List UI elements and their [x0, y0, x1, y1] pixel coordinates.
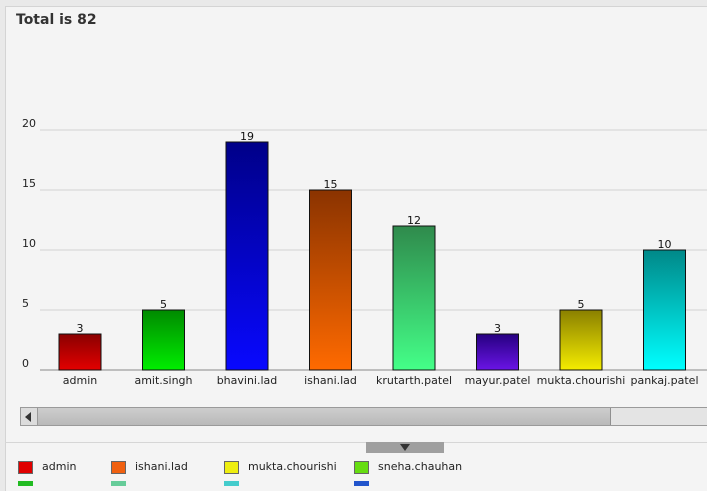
x-tick-label: amit.singh [134, 374, 192, 387]
scroll-thumb[interactable] [38, 408, 611, 425]
legend-swatch [18, 461, 33, 474]
legend-swatch [111, 461, 126, 474]
bar-value-label: 10 [658, 238, 672, 251]
legend-swatch-partial [111, 481, 126, 486]
legend-label: ishani.lad [135, 460, 188, 473]
bar-value-label: 15 [324, 178, 338, 191]
horizontal-scrollbar[interactable] [20, 407, 707, 426]
bar-ishani-lad[interactable] [309, 189, 352, 371]
y-tick-label: 15 [22, 177, 36, 190]
x-tick-label: admin [63, 374, 97, 387]
x-tick-label: krutarth.patel [376, 374, 452, 387]
x-tick-label: mukta.chourishi [537, 374, 626, 387]
legend-label: mukta.chourishi [248, 460, 337, 473]
legend-swatch-partial [224, 481, 239, 486]
legend-swatch-partial [18, 481, 33, 486]
bar-amit-singh[interactable] [142, 309, 185, 371]
scroll-left-arrow-icon[interactable] [21, 408, 38, 425]
chart-title: Total is 82 [16, 12, 97, 28]
x-tick-label: pankaj.patel [630, 374, 698, 387]
bar-value-label: 3 [77, 322, 84, 335]
bar-value-label: 3 [494, 322, 501, 335]
bar-admin[interactable] [58, 333, 102, 371]
legend-swatch-partial [354, 481, 369, 486]
legend-label: sneha.chauhan [378, 460, 463, 473]
bar-value-label: 5 [160, 298, 167, 311]
bar-value-label: 19 [240, 130, 254, 143]
legend-divider [5, 442, 707, 443]
bar-chart: 0 5 10 15 20 3 admin 5 amit.singh 19 bhavini.lad 15… [22, 117, 707, 387]
x-tick-label: ishani.lad [304, 374, 357, 387]
x-tick-label: bhavini.lad [217, 374, 278, 387]
bar-value-label: 5 [578, 298, 585, 311]
y-tick-label: 20 [22, 117, 36, 130]
y-tick-label: 0 [22, 357, 29, 370]
bar-bhavini-lad[interactable] [225, 141, 269, 371]
bar-value-label: 12 [407, 214, 421, 227]
bar-mukta-chourishi[interactable] [559, 309, 603, 371]
legend-swatch [354, 461, 369, 474]
legend-swatch [224, 461, 239, 474]
y-tick-label: 10 [22, 237, 36, 250]
bar-krutarth-patel[interactable] [392, 225, 436, 371]
legend-label: admin [42, 460, 77, 473]
bar-mayur-patel[interactable] [476, 333, 519, 371]
bar-pankaj-patel[interactable] [643, 249, 686, 371]
y-tick-label: 5 [22, 297, 29, 310]
x-tick-label: mayur.patel [465, 374, 531, 387]
legend-collapse-toggle[interactable] [366, 442, 444, 453]
